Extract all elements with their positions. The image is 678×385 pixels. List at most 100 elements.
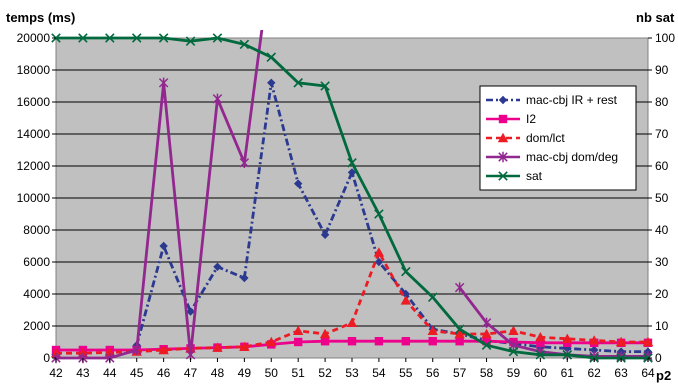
x-tick-label-7: 49 [238, 366, 252, 380]
legend-marker-0 [498, 95, 508, 105]
x-tick-label-11: 53 [345, 366, 359, 380]
series-0-point-13 [401, 289, 411, 299]
series-4-point-13 [401, 266, 411, 277]
x-tick-label-0: 42 [49, 366, 63, 380]
y-right-axis-title: nb sat [636, 10, 675, 25]
x-tick-label-21: 63 [614, 366, 628, 380]
series-layer [50, 30, 654, 364]
x-axis-title: p2 [656, 368, 671, 383]
series-2-point-18 [535, 332, 546, 342]
series-2-point-17 [508, 325, 519, 335]
y-right-tick-label-3: 30 [655, 255, 669, 269]
legend-label-2: dom/lct [526, 131, 565, 145]
series-4-point-10 [320, 81, 330, 91]
series-1-point-15 [455, 337, 464, 346]
x-tick-label-16: 58 [480, 366, 494, 380]
series-3-point-7 [239, 157, 250, 168]
legend-marker-2 [497, 132, 509, 143]
x-tick-label-19: 61 [561, 366, 575, 380]
series-4-point-12 [374, 209, 384, 219]
x-tick-label-18: 60 [534, 366, 548, 380]
series-4-point-5 [185, 36, 196, 46]
series-3-point-15 [454, 282, 465, 293]
x-tick-label-9: 51 [292, 366, 306, 380]
series-4-point-9 [293, 78, 303, 88]
x-tick-label-8: 50 [265, 366, 279, 380]
y-left-tick-label-4: 8000 [23, 223, 50, 237]
y-right-tick-label-8: 80 [655, 95, 669, 109]
series-2-point-16 [481, 328, 492, 339]
series-2-point-19 [562, 333, 573, 343]
x-tick-label-17: 59 [507, 366, 521, 380]
y-left-tick-label-8: 16000 [17, 95, 51, 109]
legend-label-4: sat [526, 169, 543, 183]
series-2-point-11 [346, 317, 358, 327]
series-2-point-20 [588, 335, 600, 345]
series-0-point-4 [159, 241, 168, 251]
y-right-tick-label-10: 100 [655, 31, 675, 45]
series-2-point-2 [104, 347, 116, 357]
legend-marker-4 [498, 171, 508, 181]
series-3-point-3 [131, 344, 142, 356]
y-right-tick-label-6: 60 [655, 159, 669, 173]
series-0-point-5 [186, 307, 195, 316]
series-1-point-12 [374, 337, 384, 346]
series-2-point-7 [239, 341, 250, 351]
y-left-tick-label-2: 4000 [23, 287, 50, 301]
series-1-point-14 [428, 337, 437, 346]
y-left-tick-label-0: 0 [43, 351, 50, 365]
x-tick-label-15: 57 [453, 366, 467, 380]
y-left-tick-label-9: 18000 [17, 63, 51, 77]
series-4-point-6 [212, 33, 223, 43]
y-left-tick-label-7: 14000 [17, 127, 51, 141]
series-1-point-9 [293, 337, 303, 347]
series-4-point-8 [266, 52, 277, 62]
series-3-point-4 [158, 77, 169, 88]
x-tick-label-5: 47 [184, 366, 198, 380]
legend-label-0: mac-cbj IR + rest [526, 93, 618, 107]
series-1-point-18 [536, 338, 545, 347]
series-0-point-10 [320, 230, 330, 239]
x-tick-label-3: 45 [130, 366, 144, 380]
series-3-point-6 [212, 93, 223, 104]
x-tick-label-14: 56 [426, 366, 440, 380]
series-2-point-10 [319, 328, 331, 339]
series-1-point-13 [401, 337, 411, 346]
x-tick-label-1: 43 [76, 366, 90, 380]
series-2-point-15 [454, 328, 465, 339]
series-2-point-21 [615, 336, 627, 347]
series-2-point-13 [400, 295, 412, 305]
legend-items: mac-cbj IR + rest I2 dom/lct mac-cbj dom/de… [486, 93, 618, 183]
series-1-point-11 [347, 337, 357, 346]
y-right-tick-label-0: 0 [655, 351, 662, 365]
series-0-point-11 [347, 168, 357, 177]
x-tick-label-13: 55 [399, 366, 413, 380]
series-4-point-19 [562, 350, 573, 360]
series-2-point-4 [158, 344, 169, 355]
series-2-point-6 [212, 342, 223, 352]
y-left-tick-label-3: 6000 [23, 255, 50, 269]
x-tick-label-6: 48 [211, 366, 225, 380]
series-3 [51, 30, 653, 364]
series-4-point-11 [347, 158, 357, 168]
series-4-point-1 [78, 33, 88, 43]
axes-layer: 0 2000 4000 6000 8000 10000 12000 14000 16000 180… [17, 31, 676, 380]
x-tick-label-2: 44 [103, 366, 117, 380]
y-right-tick-label-1: 10 [655, 319, 669, 333]
series-1-point-10 [320, 337, 330, 346]
series-4-point-17 [508, 346, 519, 357]
series-4-point-2 [105, 33, 115, 43]
series-0-point-9 [293, 179, 303, 188]
series-4-point-16 [481, 340, 492, 350]
x-tick-label-10: 52 [318, 366, 332, 380]
y-left-tick-label-5: 10000 [17, 191, 51, 205]
series-4 [51, 33, 653, 363]
series-2-point-9 [292, 325, 304, 335]
y-right-tick-label-4: 40 [655, 223, 669, 237]
series-3-point-16 [481, 317, 492, 328]
x-tick-label-12: 54 [372, 366, 386, 380]
series-1-point-16 [482, 337, 491, 346]
series-4-point-15 [454, 324, 465, 334]
legend-label-1: I2 [526, 112, 536, 126]
legend: mac-cbj IR + rest I2 dom/lct mac-cbj dom/de… [479, 85, 637, 191]
